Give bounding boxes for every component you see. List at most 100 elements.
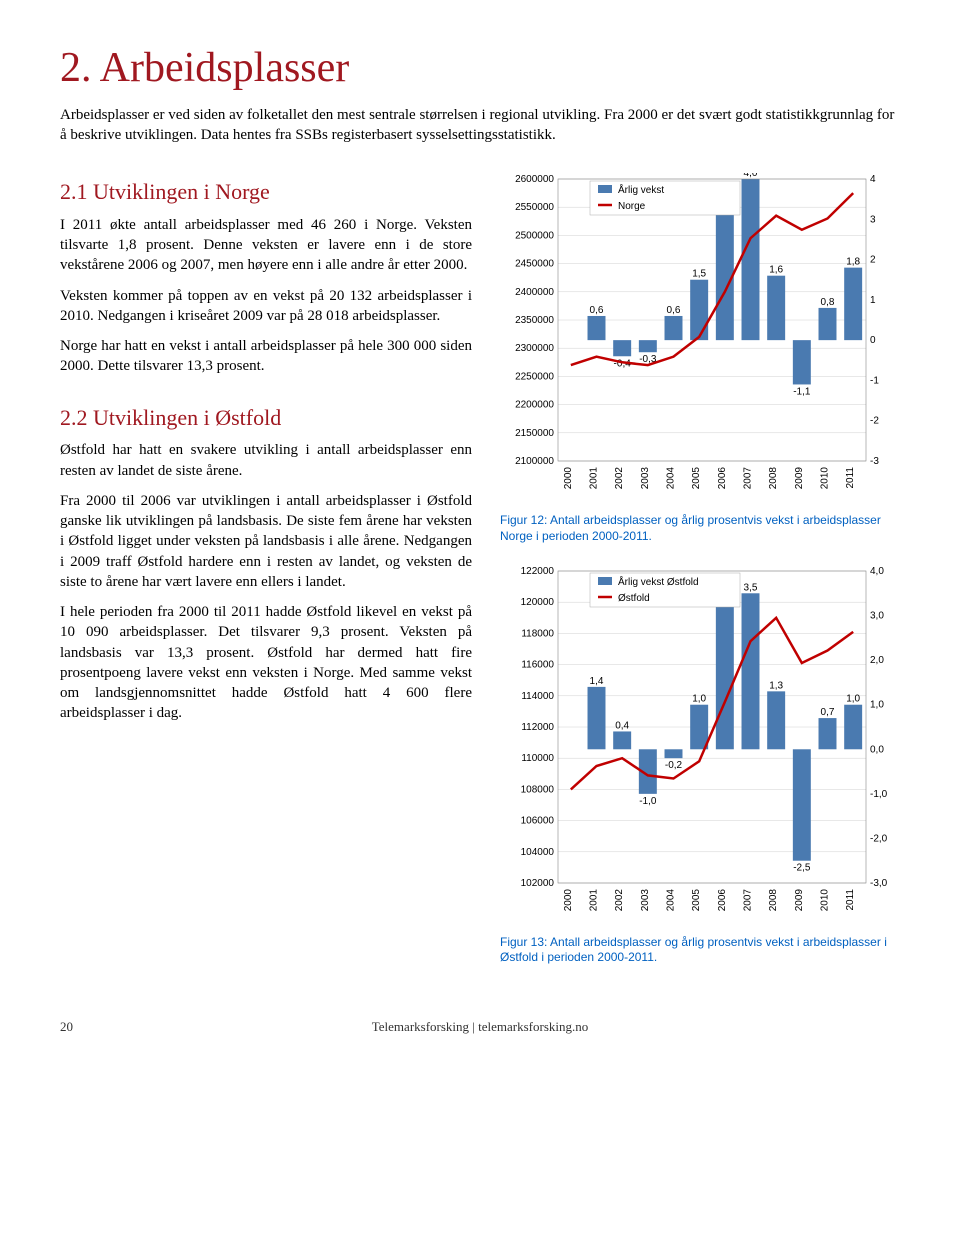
svg-text:1,6: 1,6 [769,265,783,276]
svg-text:2: 2 [870,255,876,266]
chart-ostfold-caption: Figur 13: Antall arbeidsplasser og årlig… [500,935,900,966]
svg-text:0,4: 0,4 [615,720,629,731]
svg-text:2011: 2011 [845,888,856,910]
svg-text:2006: 2006 [717,888,728,911]
sec22-p3: I hele perioden fra 2000 til 2011 hadde … [60,602,472,724]
svg-text:-3: -3 [870,456,879,467]
svg-text:112000: 112000 [521,722,554,733]
svg-text:1,0: 1,0 [692,693,706,704]
svg-text:2005: 2005 [691,888,702,911]
svg-text:1,8: 1,8 [846,257,860,268]
svg-text:2007: 2007 [743,467,754,490]
svg-text:4: 4 [870,174,876,185]
svg-text:2,0: 2,0 [870,655,884,666]
svg-text:1,3: 1,3 [769,680,783,691]
svg-text:118000: 118000 [521,628,554,639]
svg-text:-2: -2 [870,416,879,427]
chart-norge-caption: Figur 12: Antall arbeidsplasser og årlig… [500,513,900,544]
sec21-p2: Veksten kommer på toppen av en vekst på … [60,286,472,327]
sec22-p2: Fra 2000 til 2006 var utviklingen i anta… [60,491,472,592]
svg-text:2002: 2002 [614,888,625,911]
svg-text:122000: 122000 [521,566,555,577]
svg-text:106000: 106000 [521,815,555,826]
two-column-layout: 2.1 Utviklingen i Norge I 2011 økte anta… [60,173,900,986]
svg-text:0,0: 0,0 [870,744,884,755]
svg-text:2500000: 2500000 [515,231,554,242]
section-2-1-heading: 2.1 Utviklingen i Norge [60,177,472,207]
svg-text:2250000: 2250000 [515,372,554,383]
svg-text:Årlig vekst: Årlig vekst [618,183,664,196]
chart-ostfold-svg: 122000 120000 118000 116000 114000 112000 1100… [500,565,900,925]
svg-text:1: 1 [870,295,876,306]
svg-text:110000: 110000 [521,753,554,764]
svg-text:2009: 2009 [794,888,805,911]
svg-text:-1,0: -1,0 [639,795,657,806]
svg-text:2600000: 2600000 [515,174,554,185]
svg-text:2006: 2006 [717,467,728,490]
svg-text:4,0: 4,0 [870,566,884,577]
svg-text:1,5: 1,5 [692,269,706,280]
svg-text:2200000: 2200000 [515,400,554,411]
sec21-p3: Norge har hatt en vekst i antall arbeids… [60,336,472,377]
svg-text:Årlig vekst Østfold: Årlig vekst Østfold [618,575,699,588]
svg-text:0,6: 0,6 [590,305,604,316]
svg-text:2000: 2000 [563,888,574,911]
svg-text:2450000: 2450000 [515,259,554,270]
svg-text:2010: 2010 [820,888,831,911]
svg-text:120000: 120000 [521,597,555,608]
svg-text:0,8: 0,8 [821,297,835,308]
svg-text:2001: 2001 [589,888,600,911]
svg-text:2002: 2002 [614,467,625,490]
footer-text: Telemarksforsking | telemarksforsking.no [372,1019,589,1034]
svg-text:1,4: 1,4 [590,676,604,687]
svg-text:-1: -1 [870,376,879,387]
svg-text:3,0: 3,0 [870,610,884,621]
svg-text:2005: 2005 [691,467,702,490]
svg-text:4,0: 4,0 [744,173,758,179]
svg-text:3: 3 [870,214,876,225]
page-title: 2. Arbeidsplasser [60,40,900,97]
sec21-p1: I 2011 økte antall arbeidsplasser med 46… [60,215,472,276]
svg-text:2011: 2011 [845,467,856,489]
svg-text:2004: 2004 [666,467,677,490]
svg-text:-3,0: -3,0 [870,878,888,889]
page-number: 20 [60,1018,73,1036]
svg-text:-2,5: -2,5 [793,862,811,873]
svg-text:-1,0: -1,0 [870,788,888,799]
svg-text:2007: 2007 [743,888,754,911]
svg-text:2400000: 2400000 [515,287,554,298]
svg-text:104000: 104000 [521,846,555,857]
svg-text:Norge: Norge [618,201,646,212]
svg-text:2350000: 2350000 [515,315,554,326]
intro-paragraph: Arbeidsplasser er ved siden av folketall… [60,105,900,146]
svg-text:2008: 2008 [768,888,779,911]
svg-text:2004: 2004 [666,888,677,911]
section-2-2-heading: 2.2 Utviklingen i Østfold [60,403,472,433]
svg-text:116000: 116000 [521,659,554,670]
svg-text:Østfold: Østfold [618,593,650,604]
left-column: 2.1 Utviklingen i Norge I 2011 økte anta… [60,173,472,986]
svg-text:102000: 102000 [521,878,555,889]
svg-text:2008: 2008 [768,467,779,490]
svg-text:-1,1: -1,1 [793,387,811,398]
svg-text:0,7: 0,7 [821,707,835,718]
svg-text:2003: 2003 [640,888,651,911]
svg-text:108000: 108000 [521,784,555,795]
svg-text:0: 0 [870,335,876,346]
svg-text:2010: 2010 [820,467,831,490]
svg-text:0,6: 0,6 [667,305,681,316]
svg-text:2009: 2009 [794,467,805,490]
svg-text:114000: 114000 [521,690,554,701]
svg-text:2001: 2001 [589,467,600,490]
svg-text:2100000: 2100000 [515,456,554,467]
chart-norge-svg: 2600000255000025000002450000240000023500… [500,173,900,503]
page-footer: 20 Telemarksforsking | telemarksforsking… [60,1018,900,1036]
svg-text:-0,2: -0,2 [665,760,683,771]
svg-text:2150000: 2150000 [515,428,554,439]
chart-ostfold: 122000 120000 118000 116000 114000 112000 1100… [500,565,900,966]
chart-norge: 2600000255000025000002450000240000023500… [500,173,900,544]
svg-text:-2,0: -2,0 [870,833,888,844]
right-column: 2600000255000025000002450000240000023500… [500,173,900,986]
svg-text:1,0: 1,0 [870,699,884,710]
svg-text:2000: 2000 [563,467,574,490]
